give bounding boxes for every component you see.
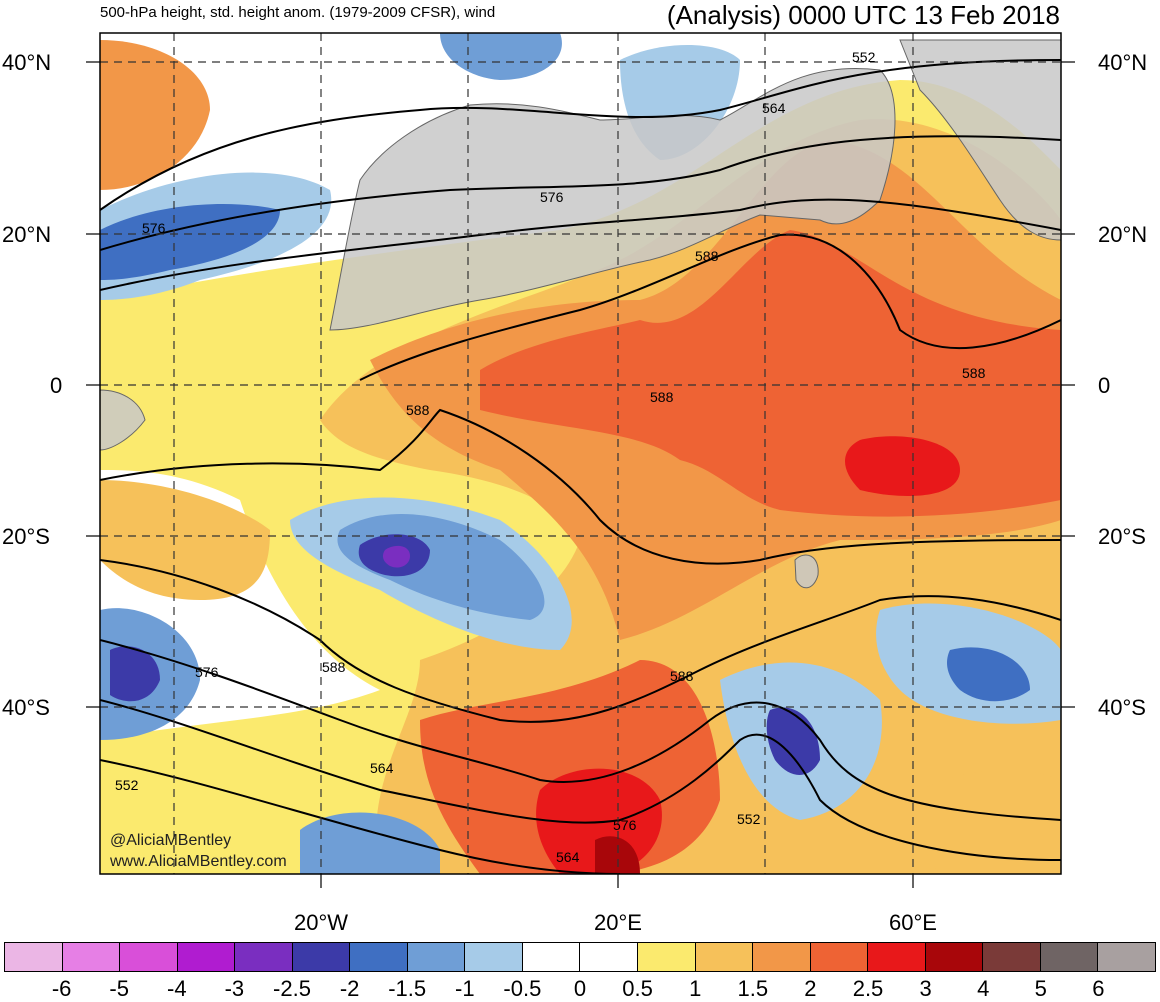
map-title: (Analysis) 0000 UTC 13 Feb 2018 [666, 0, 1060, 30]
contour-label: 576 [142, 220, 166, 236]
contour-label: 588 [406, 402, 430, 418]
colorbar-swatch [810, 943, 869, 971]
colorbar-label: -4 [167, 976, 187, 1001]
colorbar-swatch [350, 943, 408, 971]
colorbar-swatch [5, 943, 63, 971]
lat-label-40s-right: 40°S [1098, 695, 1146, 720]
contour-label: 588 [670, 668, 694, 684]
colorbar-swatch [235, 943, 293, 971]
lon-label-60e: 60°E [889, 910, 937, 935]
watermark-handle: @AliciaMBentley [110, 832, 231, 849]
colorbar-label: 0.5 [622, 976, 653, 1001]
colorbar-swatch [292, 943, 351, 971]
land-south-america [100, 389, 146, 451]
lat-label-40n-left: 40°N [2, 50, 51, 75]
contour-label: 564 [370, 760, 394, 776]
lat-label-20s-left: 20°S [2, 524, 50, 549]
colorbar-swatch [522, 943, 581, 971]
watermark-url: www.AliciaMBentley.com [109, 853, 287, 870]
anomaly-negative-north [440, 33, 562, 80]
contour-label: 588 [695, 248, 719, 264]
lon-label-20e: 20°E [594, 910, 642, 935]
colorbar-swatch [407, 943, 466, 971]
colorbar-label: 5 [1034, 976, 1047, 1001]
anomaly-positive-se [916, 770, 1061, 874]
anomaly-positive-south-4 [595, 836, 640, 874]
land-madagascar [794, 554, 819, 589]
colorbar-label: 4 [977, 976, 990, 1001]
colorbar-swatch [1040, 943, 1099, 971]
colorbar-swatch [925, 943, 984, 971]
anomaly-colorbar [4, 942, 1156, 972]
colorbar-swatch [868, 943, 926, 971]
lat-label-20n-right: 20°N [1098, 222, 1147, 247]
contour-label: 576 [195, 664, 219, 680]
colorbar-label: -5 [109, 976, 129, 1001]
colorbar-label: 2.5 [852, 976, 884, 1001]
tick-marks [86, 61, 1075, 888]
contour-label: 552 [737, 811, 761, 827]
colorbar-swatch [120, 943, 178, 971]
contour-label: 564 [556, 849, 580, 865]
land-north-africa [329, 68, 896, 331]
colorbar-swatch [580, 943, 639, 971]
anomaly-negative-center-3 [382, 545, 410, 568]
contour-label: 588 [650, 389, 674, 405]
contour-label: 588 [962, 365, 986, 381]
colorbar-label: 0 [573, 976, 587, 1001]
lat-label-eq-right: 0 [1098, 373, 1110, 398]
land-asia [899, 39, 1061, 241]
lat-label-20s-right: 20°S [1098, 524, 1146, 549]
lon-label-20w: 20°W [294, 910, 348, 935]
lat-label-40n-right: 40°N [1098, 50, 1147, 75]
lat-label-40s-left: 40°S [2, 695, 50, 720]
contour-label: 576 [540, 189, 564, 205]
colorbar-label: 2 [804, 976, 817, 1001]
contour-label: 576 [613, 817, 637, 833]
lat-label-20n-left: 20°N [2, 222, 51, 247]
anomaly-positive-3 [845, 436, 960, 496]
colorbar-label: -2.5 [273, 976, 311, 1001]
contour-label: 552 [852, 49, 876, 65]
colorbar-swatch [983, 943, 1041, 971]
contour-label: 564 [762, 100, 786, 116]
colorbar-label: -1 [455, 976, 475, 1001]
colorbar-label: -6 [51, 976, 72, 1001]
anomaly-negative-west-2 [110, 646, 160, 702]
anomaly-positive-nw [100, 40, 210, 190]
map-subtitle: 500-hPa height, std. height anom. (1979-… [100, 4, 496, 21]
colorbar-label: 6 [1092, 976, 1105, 1001]
anomaly-positive-sw [100, 480, 270, 600]
weather-map: 552 564 576 576 588 588 588 588 576 588 … [2, 32, 1147, 935]
colorbar-swatch [695, 943, 754, 971]
colorbar-label: 1 [689, 976, 702, 1001]
colorbar-labels: -6 -5 -4 -3 -2.5 -2 -1.5 -1 -0.5 0 0.5 1 1.5 2 2.5 3 4 5 6 [0, 976, 1160, 1001]
colorbar-label: 1.5 [737, 976, 769, 1001]
contour-label-group: 552 564 576 576 588 588 588 588 576 588 … [115, 49, 986, 865]
map-frame [99, 32, 1062, 875]
colorbar-label: -0.5 [503, 976, 542, 1001]
anomaly-negative-nw-15 [100, 204, 280, 280]
colorbar-swatch [177, 943, 236, 971]
colorbar-label: -3 [224, 976, 245, 1001]
contour-label: 552 [115, 777, 139, 793]
colorbar-label: -1.5 [388, 976, 427, 1001]
colorbar-swatch [62, 943, 121, 971]
colorbar-swatch [638, 943, 696, 971]
colorbar-swatch [1098, 943, 1155, 971]
height-contours [100, 59, 1061, 874]
colorbar-swatch [753, 943, 811, 971]
contour-label: 588 [322, 659, 346, 675]
colorbar-label: 3 [919, 976, 932, 1001]
lat-label-eq-left: 0 [50, 373, 62, 398]
anomaly-negative-far-east-15 [947, 647, 1030, 702]
anomaly-negative-sw-bottom [300, 812, 440, 874]
colorbar-label: -2 [339, 976, 360, 1001]
colorbar-swatch [465, 943, 523, 971]
graticule [100, 33, 1061, 874]
